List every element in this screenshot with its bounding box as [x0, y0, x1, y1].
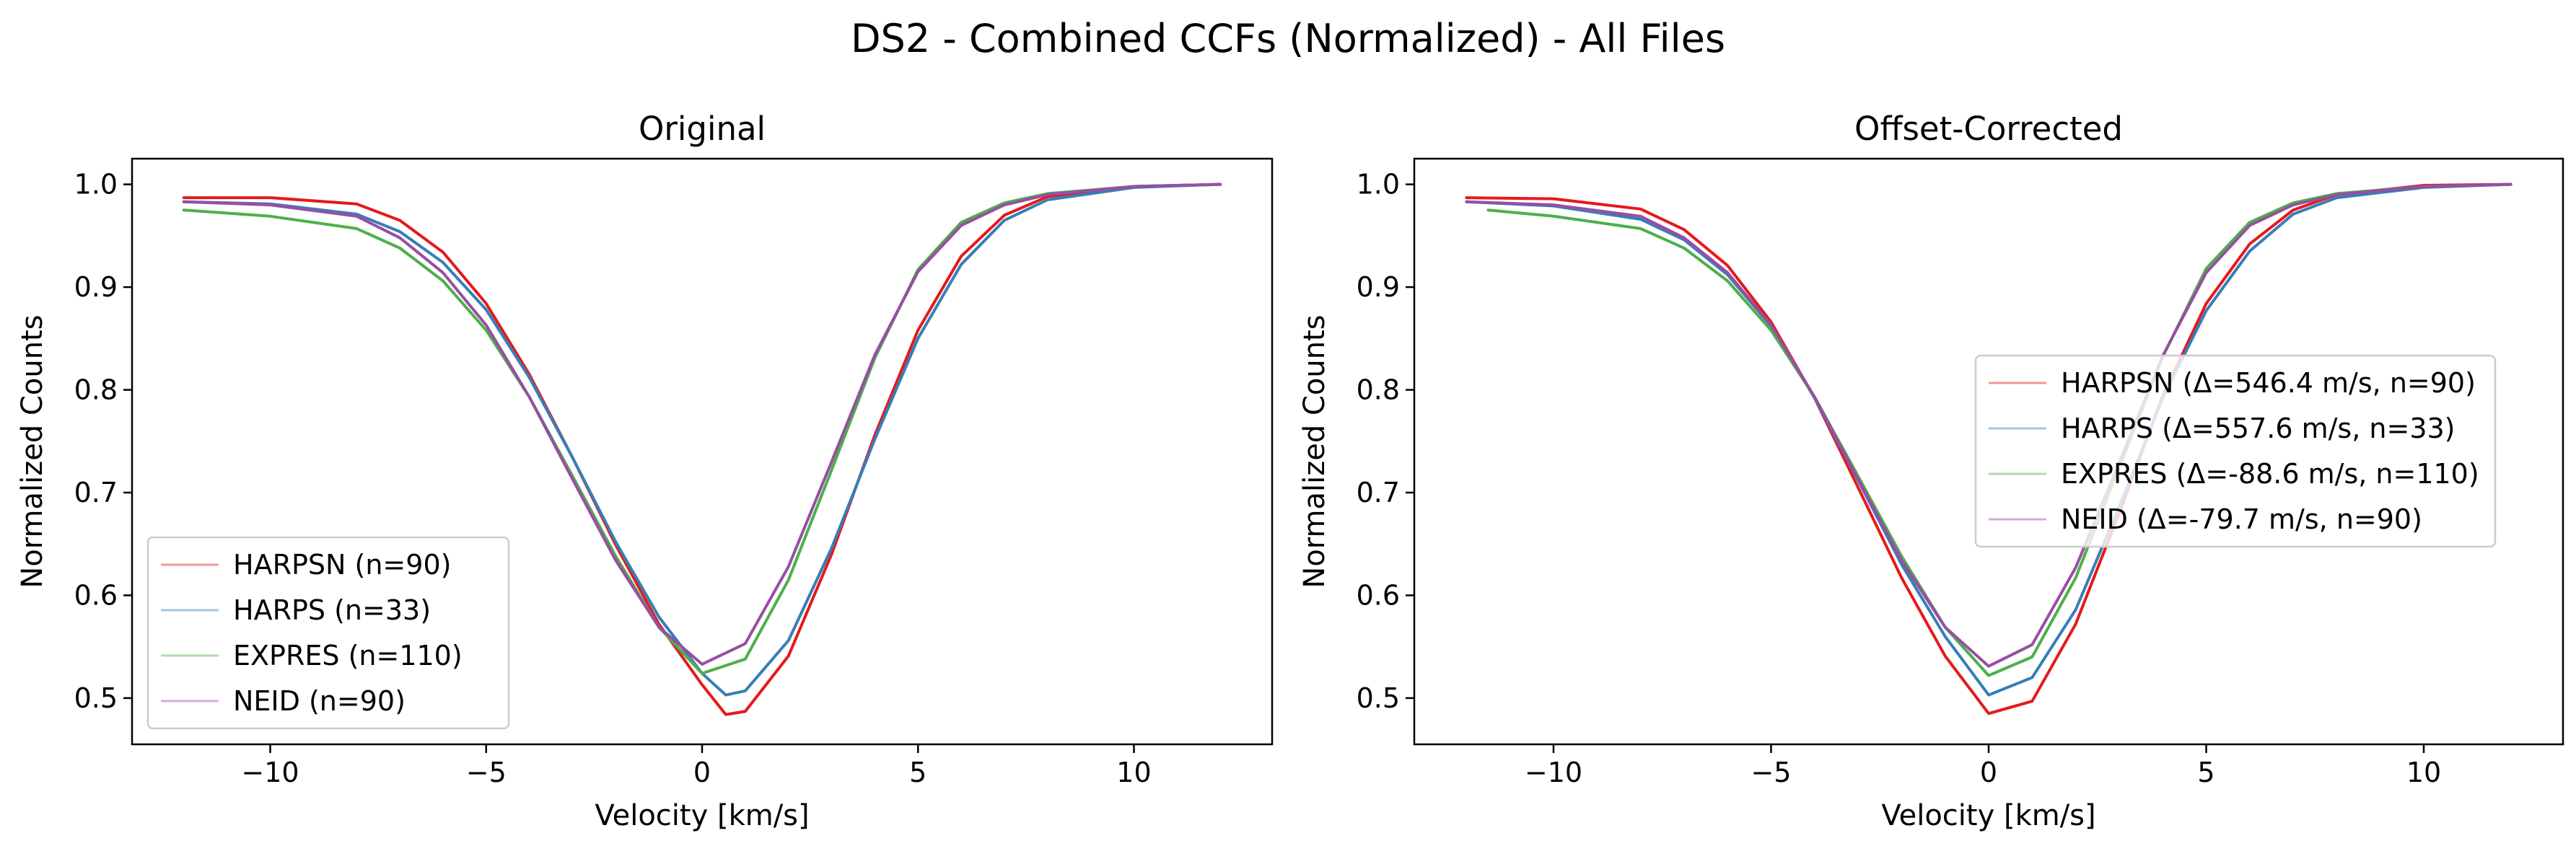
- x-tick-label: 0: [693, 757, 711, 788]
- legend: HARPSN (n=90) HARPS (n=33) EXPRES (n=110) N…: [146, 536, 510, 730]
- legend-label: HARPS (Δ=557.6 m/s, n=33): [2061, 413, 2455, 444]
- x-tick-label: 10: [1116, 757, 1151, 788]
- x-tick-label: −10: [241, 757, 299, 788]
- y-tick-label: 0.6: [1357, 579, 1400, 611]
- legend-label: NEID (n=90): [233, 685, 406, 717]
- x-tick-label: 10: [2406, 757, 2441, 788]
- panel-title: Original: [639, 110, 766, 148]
- series-line-3: [1486, 182, 2513, 677]
- legend: HARPSN (Δ=546.4 m/s, n=90) HARPS (Δ=557.6…: [1974, 354, 2497, 548]
- legend-frame: [146, 536, 510, 730]
- y-tick-label: 0.7: [1357, 477, 1400, 508]
- series-lines: [1465, 182, 2513, 715]
- y-tick-label: 0.7: [74, 477, 118, 508]
- x-axis-label: Velocity [km/s]: [595, 799, 809, 832]
- series-lines: [182, 182, 1222, 716]
- series-line-4: [182, 182, 1222, 666]
- x-tick-label: −10: [1525, 757, 1582, 788]
- chart-panels: Original −10 −5 0 5 10 0.5 0.6 0.7 0.8 0.9 1.0 Veloc…: [16, 110, 2564, 832]
- y-tick-label: 0.5: [1357, 682, 1400, 714]
- figure-suptitle: DS2 - Combined CCFs (Normalized) - All F…: [851, 16, 1725, 61]
- x-axis-label: Velocity [km/s]: [1881, 799, 2095, 832]
- series-line-4: [1465, 182, 2513, 668]
- legend-label: HARPSN (Δ=546.4 m/s, n=90): [2061, 367, 2476, 399]
- chart-panel-2: Offset-Corrected −10 −5 0 5 10 0.5 0.6 0.7 0.8 0.9…: [1298, 110, 2564, 832]
- legend-frame: [1974, 354, 2497, 548]
- legend-label: EXPRES (n=110): [233, 640, 463, 671]
- y-tick-label: 0.8: [1357, 374, 1400, 406]
- x-tick-label: 5: [909, 757, 926, 788]
- legend-label: HARPSN (n=90): [233, 549, 451, 581]
- chart-panel-1: Original −10 −5 0 5 10 0.5 0.6 0.7 0.8 0.9 1.0 Veloc…: [16, 110, 1274, 832]
- y-tick-label: 1.0: [1357, 169, 1400, 201]
- x-tick-label: −5: [466, 757, 507, 788]
- series-line-2: [1465, 182, 2513, 697]
- series-line-2: [182, 182, 1222, 697]
- legend-label: HARPS (n=33): [233, 594, 431, 626]
- series-line-1: [182, 182, 1222, 716]
- y-tick-label: 0.6: [74, 579, 118, 611]
- legend-label: EXPRES (Δ=-88.6 m/s, n=110): [2061, 458, 2479, 490]
- y-tick-label: 1.0: [74, 169, 118, 201]
- y-tick-label: 0.9: [74, 271, 118, 303]
- y-axis-label: Normalized Counts: [1298, 314, 1331, 588]
- x-tick-label: 5: [2197, 757, 2214, 788]
- series-line-1: [1465, 182, 2513, 715]
- y-tick-label: 0.8: [74, 374, 118, 406]
- y-tick-label: 0.5: [74, 682, 118, 714]
- panel-title: Offset-Corrected: [1854, 110, 2123, 148]
- legend-label: NEID (Δ=-79.7 m/s, n=90): [2061, 503, 2422, 535]
- x-tick-label: −5: [1751, 757, 1791, 788]
- y-axis-label: Normalized Counts: [16, 314, 49, 588]
- y-tick-label: 0.9: [1357, 271, 1400, 303]
- x-tick-label: 0: [1980, 757, 1997, 788]
- series-line-3: [182, 182, 1222, 675]
